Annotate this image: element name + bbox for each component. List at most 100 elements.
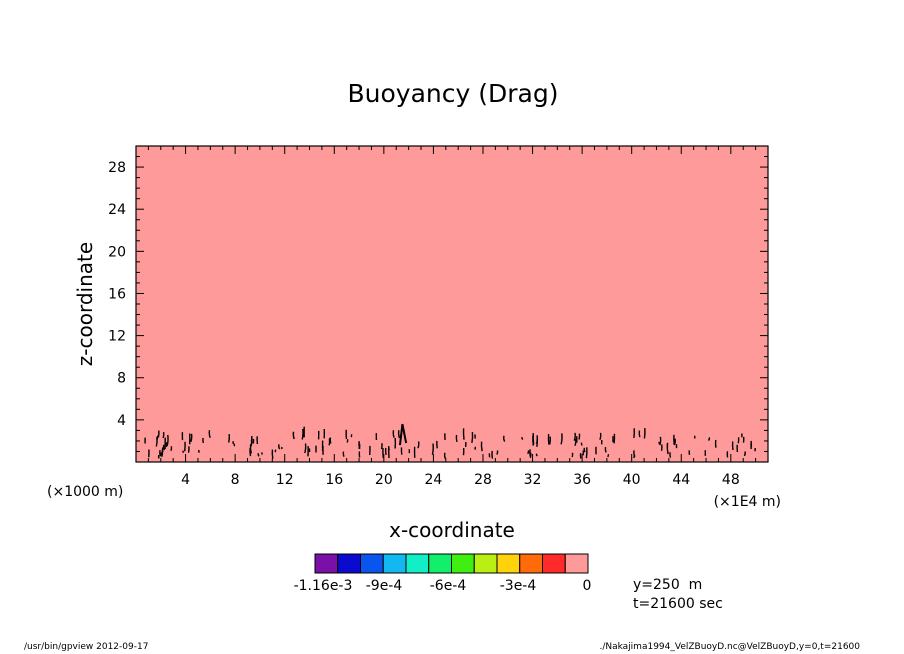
colorbar-labels: -1.16e-3 -9e-4 -6e-4 -3e-4 0 <box>294 578 592 594</box>
contour-segment <box>292 431 295 440</box>
x-tick-label: 20 <box>375 472 393 488</box>
y-axis-ticks: 4 8 12 16 20 24 28 <box>108 156 768 452</box>
contour-segment <box>527 450 530 455</box>
footer-right: ./Nakajima1994_VelZBuoyD.nc@VelZBuoyD,y=… <box>599 642 860 652</box>
contour-segment <box>604 446 607 453</box>
contour-segment <box>443 452 446 460</box>
y-axis-label: z-coordinate <box>73 242 97 366</box>
contour-segment <box>159 449 162 457</box>
contour-segment <box>585 447 588 459</box>
contour-segment <box>574 438 577 447</box>
contour-segment <box>228 434 231 443</box>
contour-segment <box>182 450 185 454</box>
contour-segment <box>162 431 165 439</box>
contour-segment <box>549 436 552 445</box>
x-tick-label: 16 <box>325 472 343 488</box>
contour-segment <box>496 450 499 455</box>
y-tick-label: 4 <box>117 413 126 429</box>
chart-title: Buoyancy (Drag) <box>348 79 559 108</box>
contour-segment <box>529 449 532 458</box>
contour-lines <box>144 423 756 460</box>
contour-segment <box>474 446 477 450</box>
colorbar-label: -6e-4 <box>430 578 467 594</box>
contour-segment <box>560 433 563 445</box>
contour-segment <box>233 443 236 447</box>
contour-segment <box>252 438 255 444</box>
contour-segment <box>155 436 158 447</box>
x-tick-label: 48 <box>722 472 740 488</box>
colorbar-swatch <box>473 553 498 574</box>
contour-segment <box>578 433 581 440</box>
contour-segment <box>208 430 211 439</box>
colorbar-swatch <box>519 553 543 574</box>
contour-segment <box>250 435 253 447</box>
colorbar-label: -9e-4 <box>366 578 403 594</box>
contour-segment <box>170 446 173 452</box>
x-tick-label: 8 <box>231 472 240 488</box>
contour-segment <box>643 428 646 439</box>
contour-segment <box>157 454 160 459</box>
contour-segment <box>304 443 307 454</box>
colorbar-swatch <box>382 553 407 574</box>
contour-segment <box>659 436 662 446</box>
y-tick-label: 12 <box>108 329 126 345</box>
contour-segment <box>157 430 160 438</box>
contour-segment <box>673 438 676 445</box>
contour-segment <box>503 435 506 442</box>
x-tick-label: 36 <box>573 472 591 488</box>
x-tick-label: 32 <box>524 472 542 488</box>
contour-segment <box>392 430 395 438</box>
contour-segment <box>669 452 672 458</box>
annotation-t: t=21600 sec <box>633 596 723 612</box>
x-tick-label: 40 <box>623 472 641 488</box>
contour-segment <box>535 453 538 457</box>
contour-segment <box>166 434 169 447</box>
x-tick-label: 24 <box>424 472 442 488</box>
x-tick-label: 44 <box>672 472 690 488</box>
contour-segment <box>257 452 260 457</box>
colorbar-label: -1.16e-3 <box>294 578 353 594</box>
y-tick-label: 20 <box>108 244 126 260</box>
contour-segment <box>632 454 636 459</box>
contour-segment <box>580 442 583 446</box>
colorbar-swatch <box>314 553 339 574</box>
x-tick-label: 12 <box>276 472 294 488</box>
contour-segment <box>162 444 166 451</box>
contour-segment <box>471 432 474 444</box>
colorbar-swatch <box>542 553 566 574</box>
contour-segment <box>358 441 361 450</box>
plot-area <box>136 146 768 462</box>
contour-segment <box>573 432 576 441</box>
colorbar-label: -3e-4 <box>500 578 537 594</box>
x-unit-label: (×1E4 m) <box>714 494 781 510</box>
colorbar-swatch <box>360 553 384 574</box>
colorbar-swatch <box>428 553 452 574</box>
contour-segment <box>480 441 483 452</box>
contour-segment <box>271 449 274 459</box>
contour-segment <box>190 433 193 443</box>
y-tick-label: 8 <box>117 371 126 387</box>
colorbar <box>314 553 589 574</box>
contour-segment <box>583 447 586 453</box>
colorbar-swatch <box>405 553 430 574</box>
contour-segment <box>329 437 332 444</box>
contour-segment <box>455 434 458 443</box>
contour-segment <box>599 432 602 440</box>
colorbar-swatch <box>451 553 475 574</box>
x-axis-label: x-coordinate <box>389 518 515 542</box>
contour-segment <box>707 437 711 442</box>
y-tick-label: 16 <box>108 286 126 302</box>
contour-segment <box>342 451 345 457</box>
contour-segment <box>161 449 164 453</box>
annotation-y: y=250 m <box>633 577 702 593</box>
contour-segment <box>579 452 582 459</box>
contour-segment <box>532 433 535 445</box>
contour-segment <box>638 430 641 438</box>
footer-left: /usr/bin/gpview 2012-09-17 <box>24 642 149 652</box>
contour-segment <box>666 442 669 455</box>
colorbar-swatch <box>496 553 521 574</box>
contour-segment <box>398 423 408 446</box>
contour-segment <box>417 441 420 449</box>
colorbar-swatch <box>337 553 361 574</box>
x-axis-ticks: 4 8 12 16 20 24 28 32 36 40 44 48 <box>147 146 757 488</box>
